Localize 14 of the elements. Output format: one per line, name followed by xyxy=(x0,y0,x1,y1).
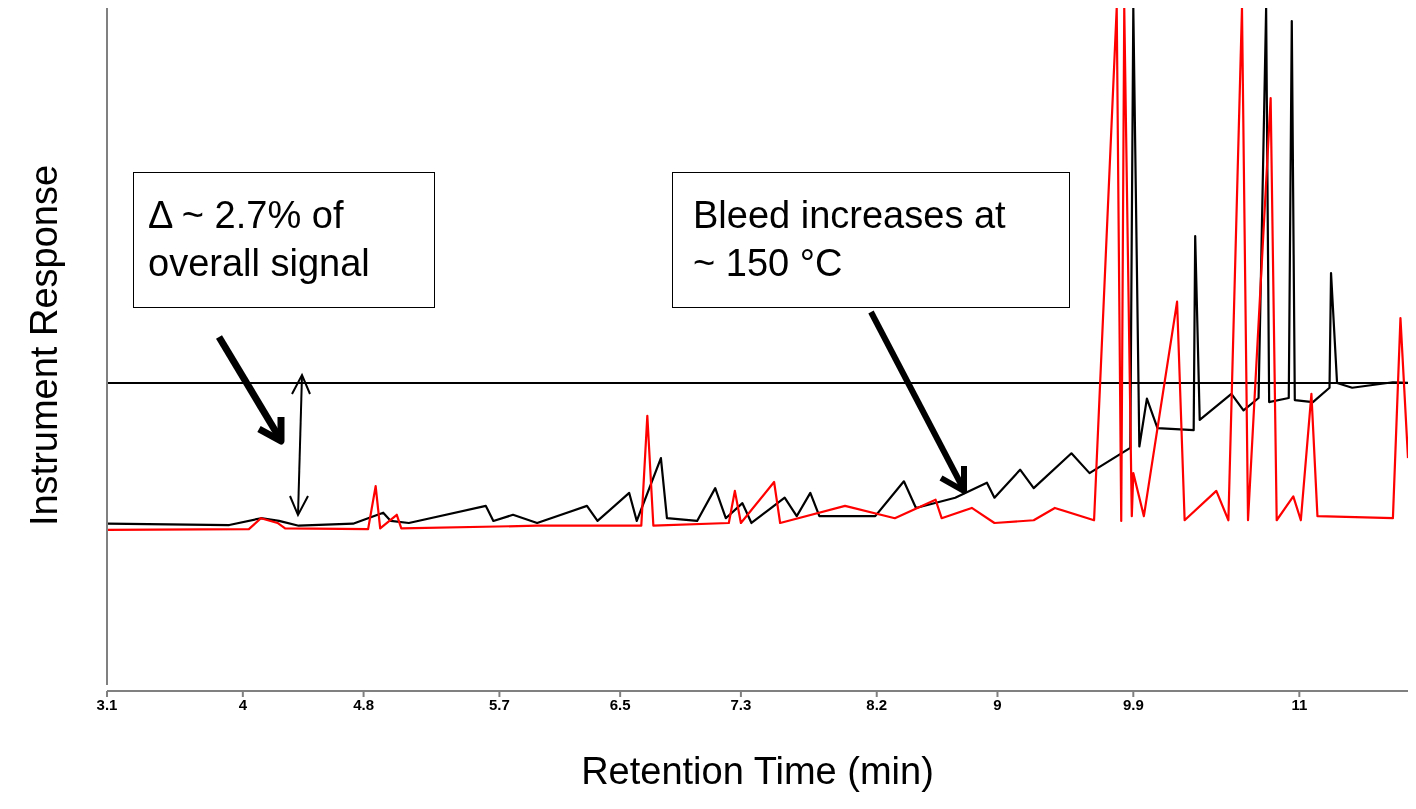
x-tick-label: 4.8 xyxy=(353,695,375,713)
x-tick-label: 7.3 xyxy=(730,695,752,713)
annotation: Δ ~ 2.7% of overall signal xyxy=(133,172,435,308)
x-tick-label: 5.7 xyxy=(488,695,510,713)
x-tick-label: 9.9 xyxy=(1122,695,1144,713)
x-tick-label: 3.1 xyxy=(96,695,118,713)
x-tick-label: 6.5 xyxy=(609,695,631,713)
x-axis-title: Retention Time (min) xyxy=(581,750,934,792)
x-tick-label: 8.2 xyxy=(866,695,888,713)
x-tick-label: 11 xyxy=(1291,695,1308,713)
x-tick-label: 9 xyxy=(993,695,1002,713)
x-tick-label: 4 xyxy=(238,695,248,713)
annotation: Bleed increases at ~ 150 °C xyxy=(672,172,1070,308)
y-axis-title: Instrument Response xyxy=(23,164,67,527)
